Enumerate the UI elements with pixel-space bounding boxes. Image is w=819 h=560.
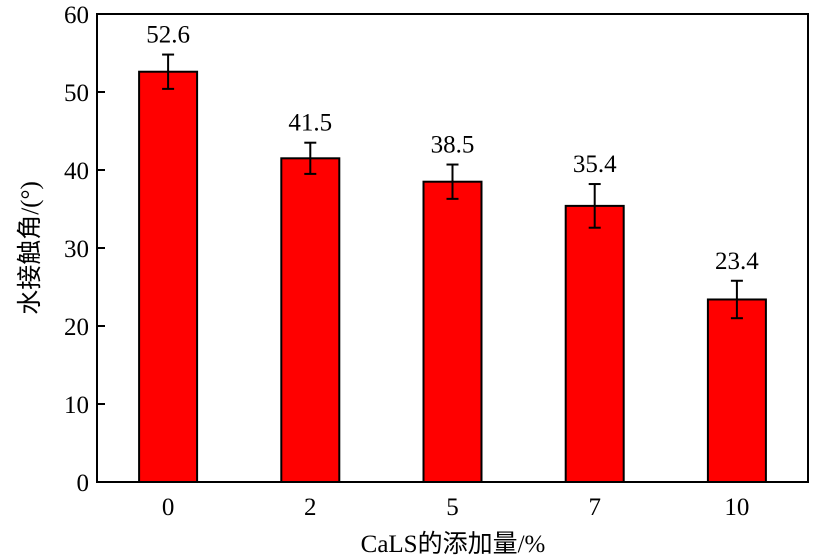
data-label: 23.4 — [715, 248, 759, 275]
x-tick-label: 5 — [446, 494, 459, 521]
plot-area: 0 10 20 30 40 50 60 0 52.6 2 41.5 5 38.5 7 35.4 10 23.4 — [64, 2, 809, 521]
y-tick-label: 10 — [64, 392, 89, 419]
x-tick-label: 2 — [304, 494, 317, 521]
y-tick-label: 0 — [77, 470, 90, 497]
data-label: 52.6 — [146, 22, 190, 49]
y-tick-label: 30 — [64, 236, 89, 263]
x-axis-title: CaLS的添加量/% — [361, 530, 546, 558]
bar — [280, 157, 341, 484]
data-label: 38.5 — [431, 132, 475, 159]
bar — [706, 298, 767, 484]
x-tick-label: 0 — [162, 494, 175, 521]
y-tick-label: 20 — [64, 314, 89, 341]
y-axis-title: 水接触角/(°) — [16, 181, 44, 315]
data-label: 41.5 — [288, 110, 332, 137]
bar — [564, 204, 625, 483]
y-tick-label: 40 — [64, 158, 89, 185]
y-tick-label: 60 — [64, 2, 89, 29]
y-tick-label: 50 — [64, 80, 89, 107]
x-tick-label: 7 — [588, 494, 601, 521]
data-label: 35.4 — [573, 151, 617, 178]
bar — [422, 180, 483, 483]
bar — [138, 70, 199, 483]
x-tick-label: 10 — [724, 494, 749, 521]
